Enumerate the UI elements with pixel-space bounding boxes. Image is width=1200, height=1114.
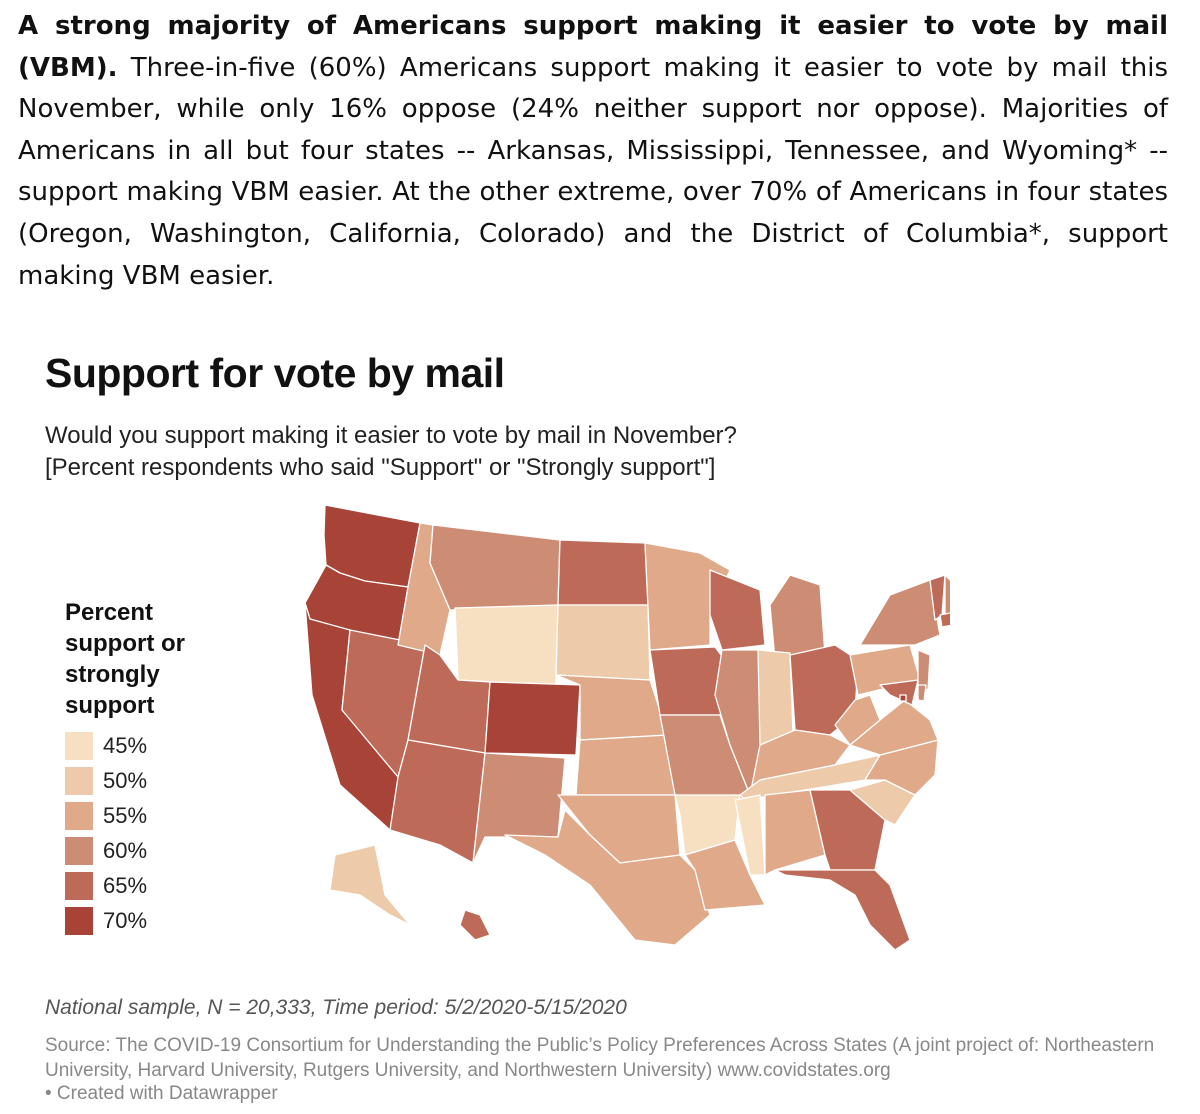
legend-swatch (65, 906, 93, 935)
legend-label: 45% (103, 732, 148, 758)
legend-swatch (65, 871, 93, 900)
legend-title: Percent support or strongly support (65, 599, 185, 719)
state-mi (769, 574, 826, 661)
legend-item-2: 55% (65, 798, 147, 833)
sample-footnote: National sample, N = 20,333, Time period… (45, 996, 627, 1019)
legend-label: 65% (103, 872, 148, 898)
chart-subtitle-question: Would you support making it easier to vo… (45, 422, 737, 449)
intro-paragraph: A strong majority of Americans support m… (18, 6, 1168, 297)
state-ks (575, 734, 676, 796)
legend-swatch (65, 766, 93, 795)
legend-item-3: 60% (65, 833, 147, 868)
legend-item-0: 45% (65, 728, 147, 763)
state-hi (459, 909, 491, 941)
state-sc (849, 779, 916, 826)
state-sd (555, 604, 651, 681)
state-nd (557, 539, 649, 606)
state-la (684, 839, 766, 911)
state-mt (429, 524, 561, 611)
legend-swatch (65, 836, 93, 865)
state-in (757, 649, 794, 746)
us-choropleth-map (304, 504, 950, 951)
state-md (879, 679, 919, 706)
legend-item-4: 65% (65, 868, 147, 903)
state-al (764, 789, 826, 876)
legend-swatch (65, 731, 93, 760)
intro-headline: A strong majority of Americans support m… (18, 11, 1168, 83)
chart-subtitle: Would you support making it easier to vo… (45, 420, 737, 484)
state-tx (504, 809, 711, 946)
state-fl (774, 869, 911, 951)
source-note: Source: The COVID-19 Consortium for Unde… (45, 1035, 1155, 1081)
chart-subtitle-note: [Percent respondents who said "Support" … (45, 454, 716, 481)
state-nj (917, 649, 931, 691)
state-wv (834, 694, 881, 746)
legend-swatch (65, 801, 93, 830)
datawrapper-credit: • Created with Datawrapper (45, 1083, 278, 1104)
state-nh (944, 574, 950, 616)
state-wy (454, 604, 559, 686)
legend-item-1: 50% (65, 763, 147, 798)
legend-label: 60% (103, 837, 148, 863)
state-ny (859, 579, 941, 646)
intro-body: Three-in-five (60%) Americans support ma… (18, 52, 1169, 291)
state-dc (899, 694, 907, 702)
state-de (917, 684, 927, 702)
legend-label: 55% (103, 802, 148, 828)
state-co (484, 681, 581, 756)
legend: 45% 50% 55% 60% 65% 70% (65, 728, 147, 938)
legend-label: 50% (103, 767, 148, 793)
state-wi (709, 569, 766, 651)
legend-item-5: 70% (65, 903, 147, 938)
chart-title: Support for vote by mail (45, 350, 505, 396)
legend-label: 70% (103, 907, 148, 933)
state-az (389, 739, 486, 864)
state-ma (939, 612, 950, 628)
state-ak (329, 844, 411, 926)
